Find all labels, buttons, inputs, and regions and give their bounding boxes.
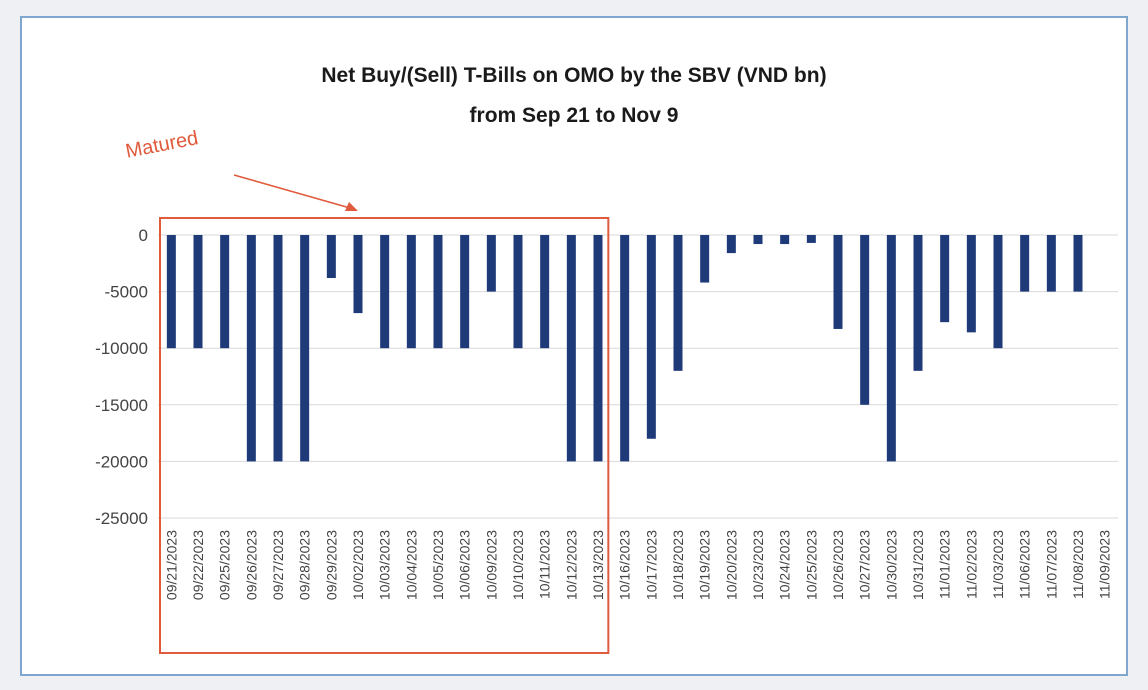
- bar: [673, 235, 683, 371]
- bar: [620, 235, 630, 462]
- x-tick-label: 10/09/2023: [483, 530, 499, 600]
- bar: [1020, 235, 1030, 292]
- x-tick-label: 11/02/2023: [963, 530, 979, 599]
- x-tick-label: 10/31/2023: [910, 530, 926, 600]
- x-tick-label: 10/06/2023: [457, 530, 473, 600]
- x-tick-label: 10/24/2023: [777, 530, 793, 600]
- x-tick-label: 11/09/2023: [1097, 530, 1113, 599]
- x-tick-label: 09/29/2023: [323, 530, 339, 600]
- x-tick-label: 10/25/2023: [803, 530, 819, 600]
- y-tick-label: 0: [139, 226, 148, 245]
- y-tick-label: -20000: [95, 452, 148, 471]
- bar: [460, 235, 470, 349]
- y-tick-label: -5000: [105, 283, 148, 302]
- x-tick-label: 10/19/2023: [697, 530, 713, 600]
- x-tick-label: 10/11/2023: [537, 530, 553, 599]
- bar: [166, 235, 176, 349]
- bar: [646, 235, 656, 439]
- bar: [566, 235, 576, 462]
- x-tick-label: 10/20/2023: [723, 530, 739, 600]
- bar: [886, 235, 896, 462]
- bar: [513, 235, 523, 349]
- x-tick-label: 10/03/2023: [377, 530, 393, 600]
- bar: [353, 235, 363, 314]
- bar: [940, 235, 950, 323]
- bar: [193, 235, 203, 349]
- bar: [433, 235, 443, 349]
- x-tick-label: 11/08/2023: [1070, 530, 1086, 599]
- bar: [700, 235, 710, 283]
- x-tick-label: 11/06/2023: [1017, 530, 1033, 599]
- x-tick-label: 11/01/2023: [937, 530, 953, 599]
- x-tick-label: 10/27/2023: [857, 530, 873, 600]
- bar: [1073, 235, 1083, 292]
- annotation-arrow-line: [233, 174, 351, 209]
- bar: [326, 235, 336, 279]
- x-tick-label: 10/30/2023: [883, 530, 899, 600]
- bar: [300, 235, 310, 462]
- bar: [593, 235, 603, 462]
- matured-highlight-box: [159, 217, 610, 654]
- bar: [220, 235, 230, 349]
- bar: [380, 235, 390, 349]
- bar: [993, 235, 1003, 349]
- x-tick-label: 10/17/2023: [643, 530, 659, 600]
- x-tick-label: 10/18/2023: [670, 530, 686, 600]
- x-tick-label: 11/07/2023: [1043, 530, 1059, 599]
- x-tick-label: 10/23/2023: [750, 530, 766, 600]
- x-tick-label: 09/21/2023: [163, 530, 179, 600]
- x-tick-label: 10/10/2023: [510, 530, 526, 600]
- x-tick-label: 09/28/2023: [297, 530, 313, 600]
- x-tick-label: 10/16/2023: [617, 530, 633, 600]
- y-tick-label: -15000: [95, 396, 148, 415]
- x-tick-label: 09/25/2023: [217, 530, 233, 600]
- bar: [273, 235, 283, 462]
- bar: [406, 235, 416, 349]
- bar: [1046, 235, 1056, 292]
- x-tick-label: 09/26/2023: [243, 530, 259, 600]
- chart-title: Net Buy/(Sell) T-Bills on OMO by the SBV…: [321, 64, 827, 87]
- x-tick-label: 10/04/2023: [403, 530, 419, 600]
- bar: [726, 235, 736, 254]
- bar: [246, 235, 256, 462]
- x-tick-label: 09/22/2023: [190, 530, 206, 600]
- bar: [780, 235, 790, 245]
- y-tick-label: -10000: [95, 339, 148, 358]
- x-tick-label: 11/03/2023: [990, 530, 1006, 599]
- x-tick-label: 10/13/2023: [590, 530, 606, 600]
- x-tick-label: 10/12/2023: [563, 530, 579, 600]
- bar: [966, 235, 976, 333]
- chart-subtitle: from Sep 21 to Nov 9: [469, 104, 679, 127]
- bar: [806, 235, 816, 243]
- bar: [913, 235, 923, 371]
- bar: [486, 235, 496, 292]
- bar: [833, 235, 843, 329]
- x-tick-label: 10/26/2023: [830, 530, 846, 600]
- annotation-arrow-head: [345, 202, 358, 211]
- x-tick-label: 10/02/2023: [350, 530, 366, 600]
- x-tick-label: 09/27/2023: [270, 530, 286, 600]
- bar: [753, 235, 763, 245]
- bar: [860, 235, 870, 405]
- y-tick-label: -25000: [95, 509, 148, 528]
- x-tick-label: 10/05/2023: [430, 530, 446, 600]
- bar: [540, 235, 550, 349]
